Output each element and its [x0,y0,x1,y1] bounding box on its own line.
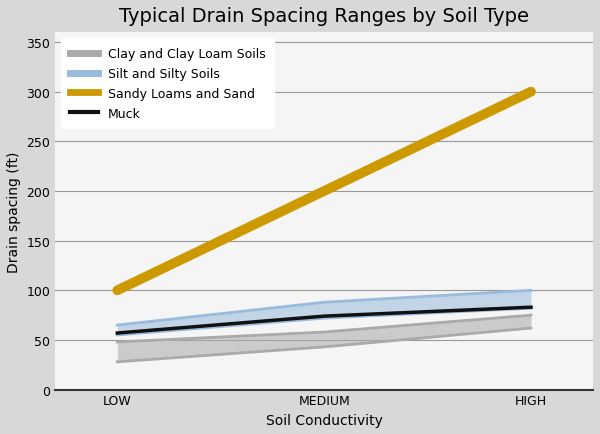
Y-axis label: Drain spacing (ft): Drain spacing (ft) [7,151,21,272]
Legend: Clay and Clay Loam Soils, Silt and Silty Soils, Sandy Loams and Sand, Muck: Clay and Clay Loam Soils, Silt and Silty… [61,39,274,129]
X-axis label: Soil Conductivity: Soil Conductivity [266,413,383,427]
Title: Typical Drain Spacing Ranges by Soil Type: Typical Drain Spacing Ranges by Soil Typ… [119,7,529,26]
